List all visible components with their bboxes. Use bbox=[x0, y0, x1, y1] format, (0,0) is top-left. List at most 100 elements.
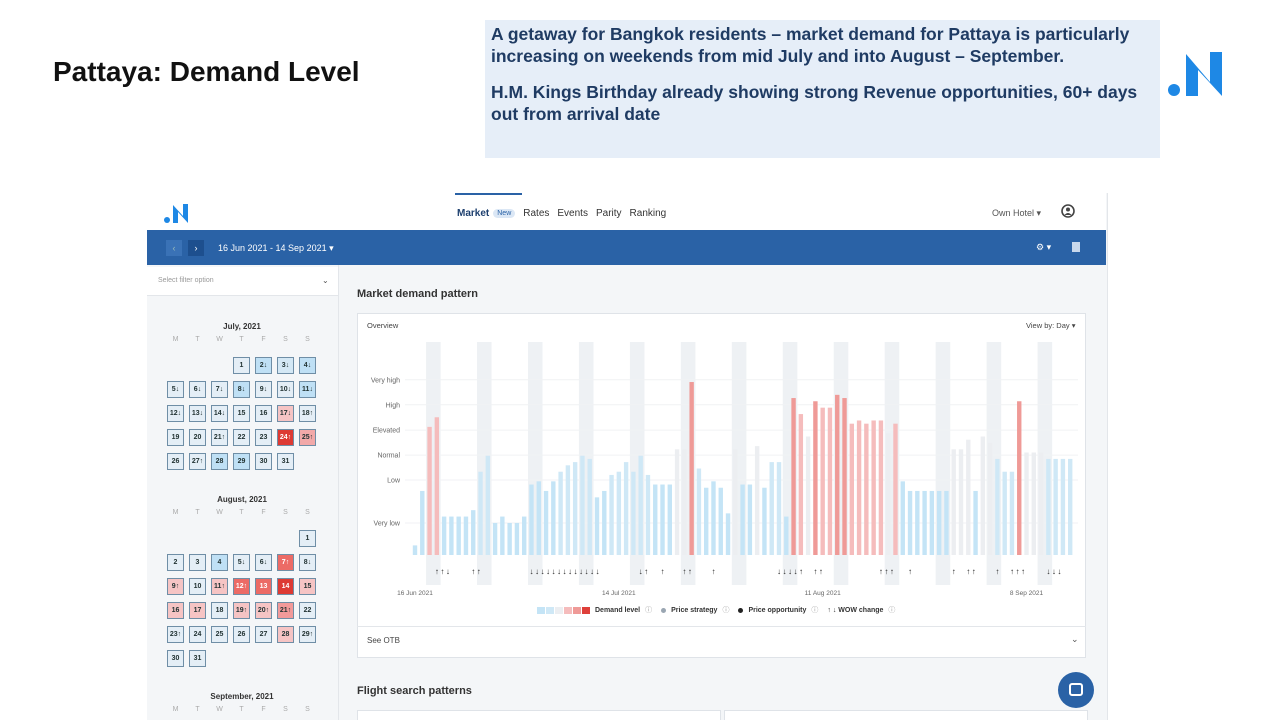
calendar-day[interactable]: 25↑ bbox=[299, 429, 316, 446]
calendar-day[interactable]: 24↑ bbox=[277, 429, 294, 446]
calendar-day[interactable]: 21↑ bbox=[211, 429, 228, 446]
weekday: F bbox=[261, 706, 266, 713]
calendar-day[interactable]: 9↓ bbox=[255, 381, 272, 398]
wow-change: ↑ bbox=[995, 567, 1001, 576]
calendar-day[interactable]: 20↑ bbox=[255, 602, 272, 619]
calendar-day[interactable]: 5↓ bbox=[167, 381, 184, 398]
calendar-day[interactable]: 13↓ bbox=[189, 405, 206, 422]
bar bbox=[922, 490, 927, 555]
prev-button[interactable]: ‹ bbox=[166, 240, 182, 256]
calendar-day[interactable]: 28 bbox=[277, 626, 294, 643]
calendar-day[interactable]: 2↓ bbox=[255, 357, 272, 374]
calendar-day[interactable]: 31 bbox=[277, 453, 294, 470]
calendar-day[interactable]: 22 bbox=[299, 602, 316, 619]
calendar-day[interactable]: 22 bbox=[233, 429, 250, 446]
calendar-day[interactable]: 31 bbox=[189, 650, 206, 667]
calendar-day[interactable]: 7↓ bbox=[211, 381, 228, 398]
tab[interactable]: Rates bbox=[523, 208, 550, 219]
calendar-day[interactable]: 28 bbox=[211, 453, 228, 470]
calendar-day[interactable]: 19 bbox=[167, 429, 184, 446]
tab-indicator bbox=[455, 193, 522, 195]
bar bbox=[856, 420, 862, 555]
calendar-day[interactable]: 21↑ bbox=[277, 602, 294, 619]
calendar-day[interactable]: 9↑ bbox=[167, 578, 184, 595]
bar bbox=[420, 490, 425, 555]
bar bbox=[471, 510, 476, 555]
view-by[interactable]: View by: Day ▾ bbox=[1026, 321, 1076, 330]
calendar-day[interactable]: 27↑ bbox=[189, 453, 206, 470]
note: A getaway for Bangkok residents – market… bbox=[491, 24, 1130, 66]
calendar-day[interactable]: 25 bbox=[211, 626, 228, 643]
calendar-day[interactable]: 14 bbox=[277, 578, 294, 595]
calendar-day[interactable]: 8↓ bbox=[299, 554, 316, 571]
bar bbox=[966, 439, 971, 555]
calendar-day[interactable]: 1 bbox=[299, 530, 316, 547]
calendar-day[interactable]: 3↓ bbox=[277, 357, 294, 374]
next-button[interactable]: › bbox=[188, 240, 204, 256]
calendar-day[interactable]: 10↓ bbox=[277, 381, 294, 398]
calendar-day[interactable]: 12↑ bbox=[233, 578, 250, 595]
calendar-day[interactable]: 26 bbox=[233, 626, 250, 643]
calendar-day[interactable]: 4 bbox=[211, 554, 228, 571]
chat-button[interactable] bbox=[1058, 672, 1094, 708]
tab[interactable]: Events bbox=[557, 208, 588, 219]
calendar-day[interactable]: 30 bbox=[255, 453, 272, 470]
bar bbox=[689, 382, 694, 555]
calendar-day[interactable]: 1 bbox=[233, 357, 250, 374]
calendar-day[interactable]: 30 bbox=[167, 650, 184, 667]
calendar-day[interactable]: 7↑ bbox=[277, 554, 294, 571]
bar bbox=[507, 522, 512, 555]
calendar-day[interactable]: 23↑ bbox=[167, 626, 184, 643]
user-icon[interactable] bbox=[1061, 204, 1075, 218]
calendar-day[interactable]: 3 bbox=[189, 554, 206, 571]
date-range-select[interactable]: 16 Jun 2021 - 14 Sep 2021 ▾ bbox=[218, 243, 334, 253]
calendar-day[interactable]: 23 bbox=[255, 429, 272, 446]
calendar-day[interactable]: 19↑ bbox=[233, 602, 250, 619]
calendar-day[interactable]: 14↓ bbox=[211, 405, 228, 422]
calendar-day[interactable]: 29↑ bbox=[299, 626, 316, 643]
calendar-day[interactable]: 16 bbox=[167, 602, 184, 619]
calendar-day[interactable]: 10 bbox=[189, 578, 206, 595]
calendar-day[interactable]: 12↓ bbox=[167, 405, 184, 422]
calendar-day[interactable]: 16 bbox=[255, 405, 272, 422]
legend: Demand level ⓘ Price strategy ⓘ Price opport… bbox=[537, 605, 899, 615]
filter-select[interactable] bbox=[147, 267, 338, 296]
filter: Select filter option bbox=[158, 277, 214, 284]
calendar-day[interactable]: 20 bbox=[189, 429, 206, 446]
legend-swatch bbox=[555, 606, 563, 614]
calendar-day[interactable]: 26 bbox=[167, 453, 184, 470]
calendar-day[interactable]: 17 bbox=[189, 602, 206, 619]
bar bbox=[754, 446, 760, 555]
calendar-day[interactable]: 13 bbox=[255, 578, 272, 595]
tab[interactable]: Ranking bbox=[629, 208, 667, 219]
calendar-day[interactable]: 15 bbox=[299, 578, 316, 595]
calendar-day[interactable]: 6↓ bbox=[189, 381, 206, 398]
calendar-day[interactable]: 5↓ bbox=[233, 554, 250, 571]
nav-bar bbox=[147, 193, 1106, 231]
hotel-select[interactable]: Own Hotel ▾ bbox=[992, 208, 1042, 218]
calendar-day[interactable]: 18 bbox=[211, 602, 228, 619]
legend-dot bbox=[661, 607, 667, 613]
settings[interactable]: ⚙ ▾ bbox=[1036, 242, 1052, 252]
calendar-day[interactable]: 8↓ bbox=[233, 381, 250, 398]
calendar-day[interactable]: 4↓ bbox=[299, 357, 316, 374]
calendar-day[interactable]: 18↑ bbox=[299, 405, 316, 422]
x-tick-label: 11 Aug 2021 bbox=[805, 590, 841, 597]
calendar-day[interactable]: 6↓ bbox=[255, 554, 272, 571]
calendar-day[interactable]: 29 bbox=[233, 453, 250, 470]
calendar-day[interactable]: 15 bbox=[233, 405, 250, 422]
export[interactable] bbox=[1072, 242, 1080, 252]
calendar-day[interactable]: 27 bbox=[255, 626, 272, 643]
calendar-day[interactable]: 17↓ bbox=[277, 405, 294, 422]
calendar-day[interactable]: 24 bbox=[189, 626, 206, 643]
calendar-day[interactable]: 11↓ bbox=[299, 381, 316, 398]
see-otb[interactable]: See OTB bbox=[367, 636, 400, 645]
tab[interactable]: Market bbox=[457, 208, 490, 219]
calendar-day[interactable]: 11↑ bbox=[211, 578, 228, 595]
tab[interactable]: Parity bbox=[595, 208, 622, 219]
wow-change: ↑ bbox=[908, 567, 914, 576]
calendar-day[interactable]: 2 bbox=[167, 554, 184, 571]
wow-change: ↓↓↓↓↓↓↓↓↓↓↓↓↓ bbox=[529, 567, 601, 576]
view-by-label: View by: Day bbox=[1026, 321, 1070, 330]
bar bbox=[1009, 471, 1015, 555]
